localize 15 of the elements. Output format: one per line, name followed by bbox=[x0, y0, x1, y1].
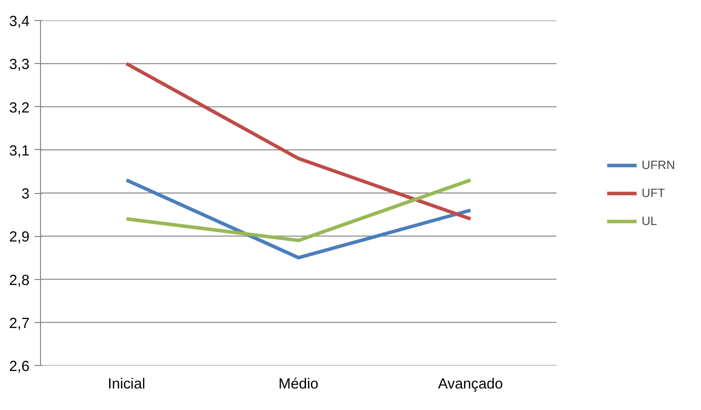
x-tick-label: Médio bbox=[278, 376, 318, 392]
x-tick-label: Inicial bbox=[108, 376, 146, 392]
legend-label: UFRN bbox=[642, 158, 675, 172]
legend-label: UL bbox=[642, 214, 658, 228]
y-tick-label: 2,9 bbox=[9, 230, 30, 246]
x-tick-label: Avançado bbox=[438, 376, 503, 392]
legend-label: UFT bbox=[642, 186, 665, 200]
y-tick-label: 3,1 bbox=[9, 143, 30, 160]
y-tick-label: 2,7 bbox=[9, 316, 30, 332]
y-tick-label: 3,3 bbox=[9, 57, 30, 74]
y-tick-label: 3,4 bbox=[9, 14, 30, 30]
y-tick-label: 3,2 bbox=[9, 100, 30, 116]
y-tick-label: 2,6 bbox=[9, 359, 30, 375]
y-tick-label: 3 bbox=[21, 186, 30, 202]
y-tick-label: 2,8 bbox=[9, 272, 30, 289]
